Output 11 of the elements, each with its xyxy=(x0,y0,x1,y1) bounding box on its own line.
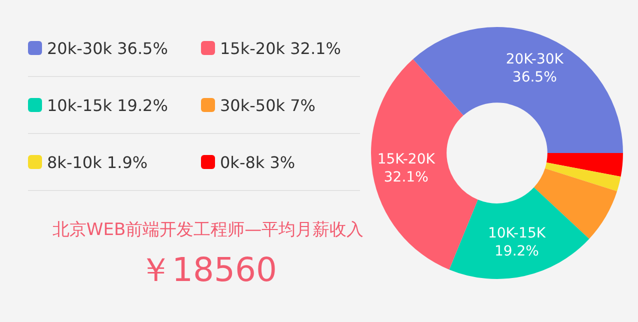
legend-label: 20k-30k 36.5% xyxy=(47,38,168,58)
data-label: 10K-15K 19.2% xyxy=(488,226,546,260)
data-label: 20K-30K 36.5% xyxy=(506,51,564,86)
legend-label: 0k-8k 3% xyxy=(220,152,296,172)
text: 北京WEB前端开发工程师—平均月薪收入 xyxy=(51,219,365,241)
legend-label: 15k-20k 32.1% xyxy=(220,38,341,58)
legend-label: 30k-50k 7% xyxy=(220,96,316,114)
data-label: 15K-20K 32.1% xyxy=(377,151,436,186)
text: ￥18560 xyxy=(138,249,278,291)
legend-label: 8k-10k 1.9% xyxy=(47,152,148,172)
legend-label: 10k-15k 19.2% xyxy=(47,96,168,114)
